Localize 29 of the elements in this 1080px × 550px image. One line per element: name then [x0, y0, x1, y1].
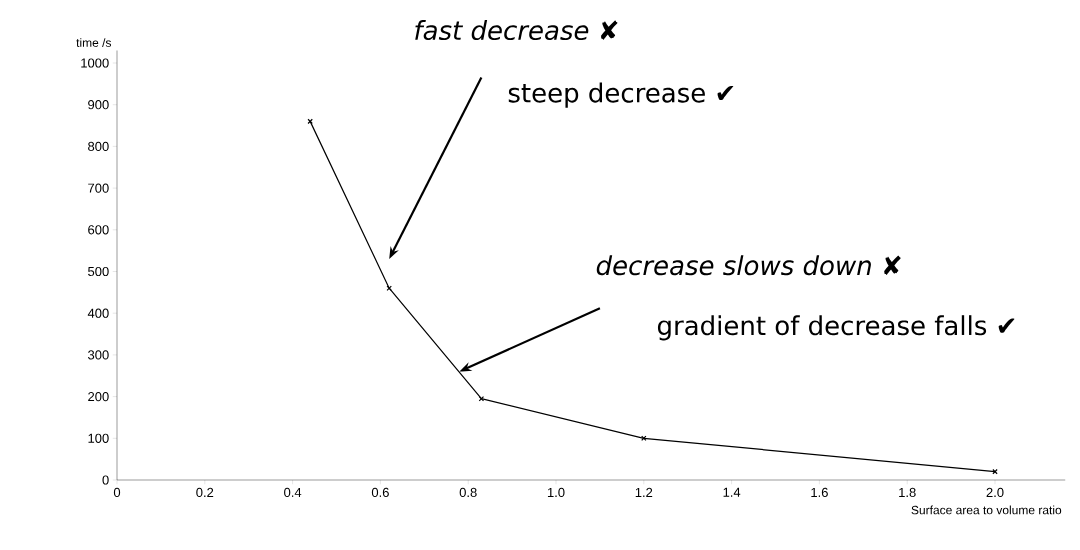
y-tick-label: 400: [87, 308, 109, 318]
x-tick-label: 0.2: [196, 487, 214, 498]
y-tick-label: 300: [88, 350, 109, 360]
x-tick-label: 1.8: [899, 487, 916, 498]
y-tick-label: 1000: [81, 58, 109, 68]
x-tick-label: 1.0: [547, 487, 565, 498]
annotation: gradient of decrease falls ✔: [657, 315, 1015, 341]
y-tick-label: 0: [102, 475, 109, 485]
y-tick-label: 800: [88, 141, 109, 151]
x-tick-label: 0.6: [371, 487, 389, 498]
y-tick-label: 100: [88, 433, 109, 443]
x-tick-label: 1.4: [723, 487, 741, 497]
annotation: steep decrease ✔: [508, 82, 734, 108]
x-tick-label: 1.2: [635, 487, 653, 497]
y-axis-title: time /s: [76, 38, 112, 47]
x-tick-label: 0: [113, 487, 121, 498]
y-tick-label: 900: [88, 100, 109, 110]
point: [641, 435, 647, 442]
x-tick-label: 2.0: [986, 487, 1004, 498]
y-tick-label: 200: [88, 392, 109, 402]
y-tick-label: 600: [88, 225, 109, 235]
x-axis-title: Surface area to volume ratio: [911, 505, 1062, 515]
annotation: decrease slows down ✘: [596, 255, 901, 276]
text: fast decrease ✘: [415, 19, 618, 41]
x-tick-label: 0.4: [284, 487, 302, 498]
x-tick-label: 1.6: [811, 487, 828, 498]
y-tick-label: 500: [88, 266, 109, 277]
y-tick-label: 700: [88, 183, 109, 193]
x-tick-label: 0.8: [459, 487, 477, 498]
